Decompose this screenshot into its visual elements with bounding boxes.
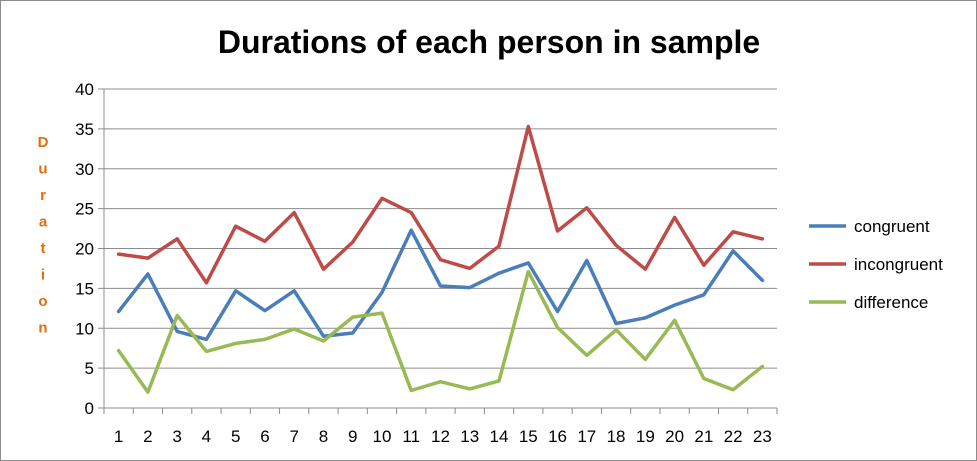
- gridlines: [104, 88, 777, 369]
- series-line-incongruent: [116, 124, 765, 285]
- x-tick-label: 21: [694, 427, 713, 446]
- y-tick-label: 35: [75, 120, 94, 139]
- chart-title: Durations of each person in sample: [218, 24, 760, 60]
- x-tick-label: 20: [665, 427, 684, 446]
- legend-label-difference: difference: [854, 293, 928, 312]
- x-tick-label: 9: [348, 427, 357, 446]
- axes: [98, 88, 778, 414]
- y-tick-label: 5: [85, 359, 94, 378]
- y-axis-label-letter: a: [39, 214, 48, 231]
- x-tick-label: 22: [724, 427, 743, 446]
- x-tick-label: 5: [231, 427, 240, 446]
- y-axis-label-letter: i: [41, 267, 45, 284]
- x-tick-label: 7: [289, 427, 298, 446]
- y-axis-label: Duration: [38, 134, 49, 337]
- y-tick-label: 15: [75, 279, 94, 298]
- series-line-congruent: [116, 228, 765, 342]
- x-tick-label: 16: [548, 427, 567, 446]
- y-axis-label-letter: t: [41, 240, 46, 257]
- x-tick-labels: 1 2 3 4 5 6 7 8 9 10 11 12 13 14 15 16 17 18 19 20 21 22 23: [114, 427, 772, 446]
- series-lines: [116, 124, 765, 394]
- x-tick-label: 15: [519, 427, 538, 446]
- x-tick-label: 23: [753, 427, 772, 446]
- y-axis-label-letter: u: [38, 161, 47, 178]
- x-tick-label: 13: [460, 427, 479, 446]
- y-tick-label: 25: [75, 200, 94, 219]
- y-tick-label: 20: [75, 240, 94, 259]
- x-tick-label: 8: [319, 427, 328, 446]
- x-tick-label: 12: [431, 427, 450, 446]
- x-tick-label: 17: [577, 427, 596, 446]
- legend: congruent incongruent difference: [809, 217, 943, 312]
- y-axis-label-letter: D: [38, 134, 49, 151]
- x-tick-label: 11: [402, 427, 420, 446]
- y-axis-label-letter: n: [38, 320, 47, 337]
- y-axis-label-letter: r: [40, 187, 46, 204]
- x-tick-label: 18: [607, 427, 626, 446]
- x-tick-label: 1: [114, 427, 123, 446]
- y-tick-label: 40: [75, 80, 94, 99]
- y-tick-label: 0: [85, 399, 94, 418]
- y-axis-label-letter: o: [38, 293, 47, 310]
- x-tick-label: 3: [172, 427, 181, 446]
- y-tick-label: 30: [75, 160, 94, 179]
- x-tick-label: 4: [202, 427, 211, 446]
- x-tick-label: 14: [490, 427, 509, 446]
- series-line-difference: [116, 269, 765, 394]
- x-tick-label: 6: [260, 427, 269, 446]
- x-tick-label: 2: [143, 427, 152, 446]
- x-tick-label: 19: [636, 427, 655, 446]
- legend-label-congruent: congruent: [854, 217, 930, 236]
- y-tick-labels: 0 5 10 15 20 25 30 35 40: [75, 80, 94, 418]
- legend-label-incongruent: incongruent: [854, 255, 943, 274]
- x-tick-label: 10: [373, 427, 392, 446]
- y-tick-label: 10: [75, 319, 94, 338]
